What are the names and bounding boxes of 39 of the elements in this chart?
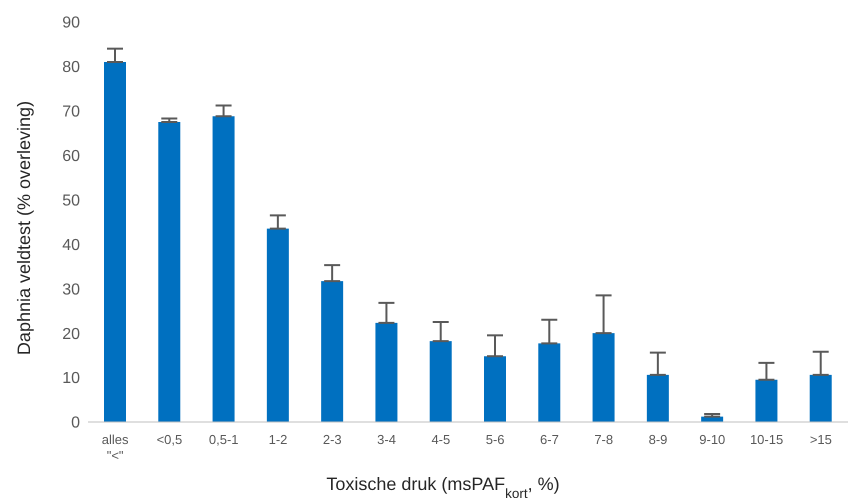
bar [538,343,560,422]
bar [375,322,398,422]
bar [810,374,832,422]
y-tick-label: 80 [62,59,80,76]
y-tick-label: 90 [62,14,80,32]
bar [212,116,235,422]
bar [321,281,344,422]
x-tick-label: 3-4 [377,432,396,447]
bar [158,122,180,422]
bar [104,62,126,422]
y-tick-label: 10 [62,370,80,388]
x-tick-label: 6-7 [540,432,559,447]
x-tick-label: 2-3 [322,432,342,447]
y-tick-label: 50 [62,192,80,210]
x-tick-label: 1-2 [268,432,288,447]
y-tick-label: 0 [71,414,80,432]
y-tick-label: 70 [62,104,80,121]
x-tick-label: alles "<" [102,432,130,463]
y-tick-label: 60 [62,148,80,166]
x-tick-label: <0,5 [156,432,182,447]
x-tick-label: 0,5-1 [208,432,239,447]
x-tick-label: 9-10 [699,432,726,447]
bar [646,374,669,422]
x-tick-label: 4-5 [431,432,450,447]
bar [484,356,506,422]
x-tick-label: 5-6 [486,432,505,447]
x-tick-label: >15 [810,432,832,447]
x-tick-label: 8-9 [648,432,668,447]
x-tick-label: 10-15 [750,432,784,447]
y-tick-label: 30 [62,281,80,298]
y-tick-label: 40 [62,236,80,254]
bar [430,341,452,422]
bar [755,380,778,422]
bar [266,228,289,422]
x-tick-label: 7-8 [594,432,614,447]
x-axis-title: Toxische druk (msPAF$_{kort}$, %) [326,474,560,500]
bar [592,333,615,422]
y-tick-label: 20 [62,326,80,343]
y-axis-title: Daphnia veldtest (% overleving) [14,100,34,356]
